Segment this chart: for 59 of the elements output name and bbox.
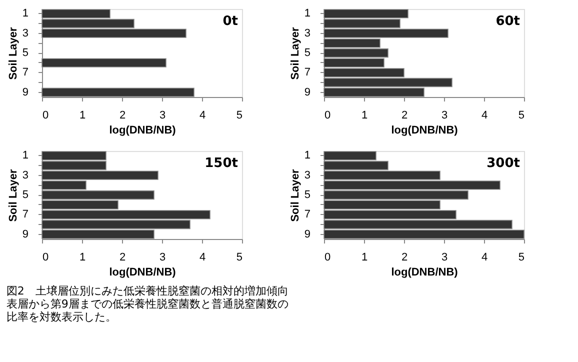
y-tick-label: 3 bbox=[304, 27, 310, 40]
x-tick-label: 0 bbox=[324, 110, 331, 122]
x-tick-label: 4 bbox=[199, 110, 206, 122]
x-tick-label: 1 bbox=[79, 252, 86, 264]
x-tick-label: 3 bbox=[441, 252, 448, 264]
x-tick-label: 5 bbox=[518, 252, 524, 264]
chart-title: 300t bbox=[486, 156, 520, 171]
y-tick-label: 7 bbox=[22, 208, 28, 221]
x-tick-label: 3 bbox=[159, 252, 166, 264]
x-tick-label: 3 bbox=[159, 110, 166, 122]
text: 比率を対数表示した。 bbox=[6, 310, 116, 324]
caption: 図2 土壌層位別にみた低栄養性脱窒菌の相対的増加傾向 bbox=[6, 284, 288, 298]
x-axis-title: log(DNB/NB) bbox=[391, 266, 458, 278]
y-tick-label: 3 bbox=[304, 169, 310, 182]
chart-title: 150t bbox=[204, 156, 238, 171]
y-tick-label: 7 bbox=[304, 66, 310, 79]
y-tick-label: 7 bbox=[22, 66, 28, 79]
x-tick-label: 2 bbox=[119, 110, 126, 122]
x-tick-label: 2 bbox=[401, 110, 408, 122]
x-tick-label: 5 bbox=[236, 110, 242, 122]
y-tick-label: 5 bbox=[22, 189, 28, 201]
x-tick-label: 0 bbox=[42, 110, 49, 122]
y-tick-label: 9 bbox=[22, 86, 28, 98]
y-tick-label: 3 bbox=[22, 169, 28, 182]
x-tick-label: 0 bbox=[42, 252, 49, 264]
y-tick-label: 5 bbox=[304, 189, 310, 201]
y-axis-title: Soil Layer bbox=[7, 168, 20, 222]
y-tick-label: 1 bbox=[22, 150, 28, 162]
y-tick-label: 9 bbox=[304, 86, 310, 98]
x-tick-label: 4 bbox=[481, 110, 488, 122]
x-tick-label: 4 bbox=[481, 252, 488, 264]
y-tick-label: 1 bbox=[304, 150, 310, 162]
chart-title: 60t bbox=[496, 14, 520, 29]
x-tick-label: 1 bbox=[361, 252, 368, 264]
x-axis-title: log(DNB/NB) bbox=[109, 266, 176, 278]
x-tick-label: 3 bbox=[441, 110, 448, 122]
chart-title: 0t bbox=[222, 14, 238, 29]
x-axis-title: log(DNB/NB) bbox=[109, 124, 176, 136]
x-tick-label: 2 bbox=[119, 252, 126, 264]
y-tick-label: 9 bbox=[22, 228, 28, 240]
y-tick-label: 5 bbox=[22, 47, 28, 59]
y-tick-label: 9 bbox=[304, 228, 310, 240]
x-tick-label: 4 bbox=[199, 252, 206, 264]
y-axis-title: Soil Layer bbox=[7, 26, 20, 80]
y-axis-title: Soil Layer bbox=[289, 168, 302, 222]
y-axis-title: Soil Layer bbox=[289, 26, 302, 80]
x-tick-label: 5 bbox=[236, 252, 242, 264]
x-tick-label: 1 bbox=[79, 110, 86, 122]
y-tick-label: 7 bbox=[304, 208, 310, 221]
x-tick-label: 5 bbox=[518, 110, 524, 122]
x-axis-title: log(DNB/NB) bbox=[391, 124, 458, 136]
y-tick-label: 1 bbox=[22, 8, 28, 20]
text: 表層から第9層までの低栄養性脱窒菌数と普通脱窒菌数の bbox=[6, 298, 288, 310]
x-tick-label: 0 bbox=[324, 252, 331, 264]
x-tick-label: 2 bbox=[401, 252, 408, 264]
y-tick-label: 3 bbox=[22, 27, 28, 40]
y-tick-label: 1 bbox=[304, 8, 310, 20]
x-tick-label: 1 bbox=[361, 110, 368, 122]
y-tick-label: 5 bbox=[304, 47, 310, 59]
